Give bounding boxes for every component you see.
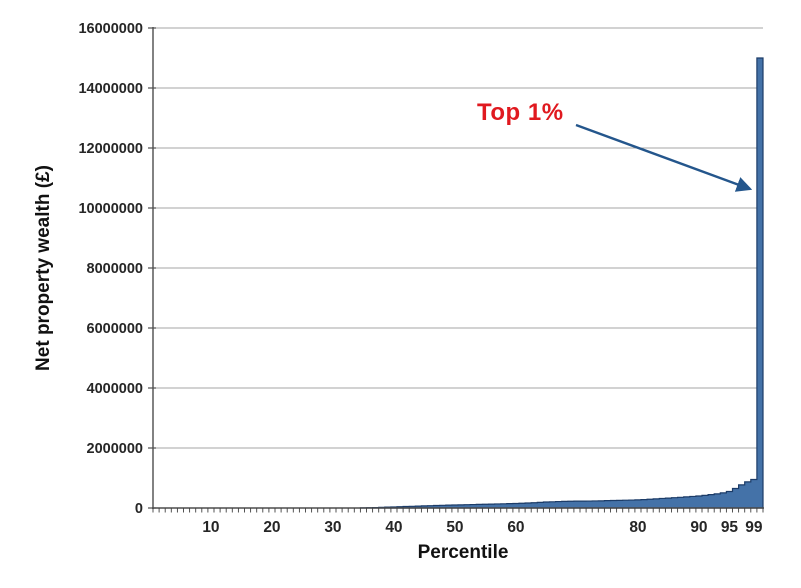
- annotation-arrow: [575, 123, 753, 192]
- x-tick-label: 40: [385, 519, 402, 536]
- y-tick-label: 8000000: [87, 261, 143, 277]
- x-tick-label: 30: [324, 519, 341, 536]
- top-1-percent-arrow: [575, 123, 753, 192]
- axes: [148, 27, 764, 513]
- y-tick-label: 10000000: [78, 201, 143, 217]
- bar-series: [359, 57, 764, 509]
- y-tick-label: 2000000: [87, 441, 143, 457]
- wealth-distribution-bars: [359, 57, 764, 509]
- x-tick-label: 90: [690, 519, 707, 536]
- x-tick-label: 60: [507, 519, 524, 536]
- top-1-percent-annotation: Top 1%: [477, 99, 564, 126]
- y-tick-label: 6000000: [87, 321, 143, 337]
- y-tick-label: 14000000: [78, 81, 143, 97]
- x-tick-label: 50: [446, 519, 463, 536]
- x-tick-label: 95: [721, 519, 739, 536]
- x-tick-label: 80: [629, 519, 646, 536]
- gridlines: [153, 27, 763, 449]
- y-tick-label: 4000000: [87, 381, 143, 397]
- tick-labels: 0 2000000 4000000 6000000 8000000 10000000 120…: [78, 21, 762, 536]
- x-tick-label: 20: [263, 519, 280, 536]
- x-tick-label: 10: [202, 519, 219, 536]
- y-tick-label: 16000000: [78, 21, 143, 37]
- x-axis-title: Percentile: [417, 542, 509, 563]
- y-tick-label: 0: [135, 501, 143, 517]
- y-axis-title: Net property wealth (£): [33, 165, 54, 371]
- x-tick-label: 99: [745, 519, 763, 536]
- y-tick-label: 12000000: [78, 141, 143, 157]
